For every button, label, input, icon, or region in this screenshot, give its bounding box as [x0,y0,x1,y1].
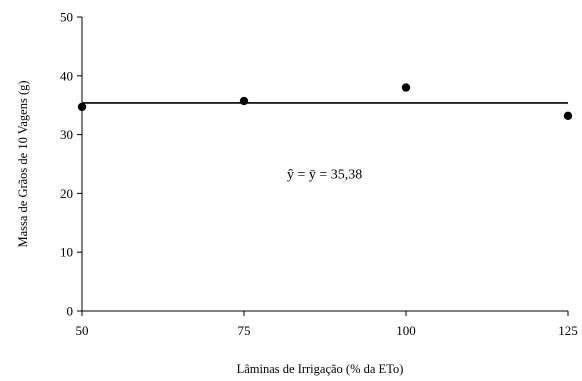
x-tick-label: 75 [238,323,251,338]
data-point [77,102,87,112]
y-tick-label: 50 [60,10,73,25]
data-point [563,111,573,120]
y-tick-label: 10 [60,245,73,260]
equation-annotation: ŷ = ȳ = 35,38 [287,168,362,183]
y-tick-label: 0 [67,304,74,319]
data-point [401,83,411,92]
axes [81,17,568,312]
x-tick-label: 50 [76,323,89,338]
data-points [77,83,573,120]
x-ticks: 50 75 100 125 [76,311,578,338]
y-axis-title: Massa de Grãos de 10 Vagens (g) [16,80,30,247]
x-axis-title: Lâminas de Irrigação (% da ETo) [237,362,404,376]
y-ticks: 0 10 20 30 40 50 [60,10,82,319]
y-tick-label: 30 [60,127,73,142]
x-tick-label: 100 [396,323,416,338]
x-tick-label: 125 [558,323,578,338]
y-tick-label: 20 [60,186,73,201]
data-point [239,96,249,106]
y-tick-label: 40 [60,68,73,83]
